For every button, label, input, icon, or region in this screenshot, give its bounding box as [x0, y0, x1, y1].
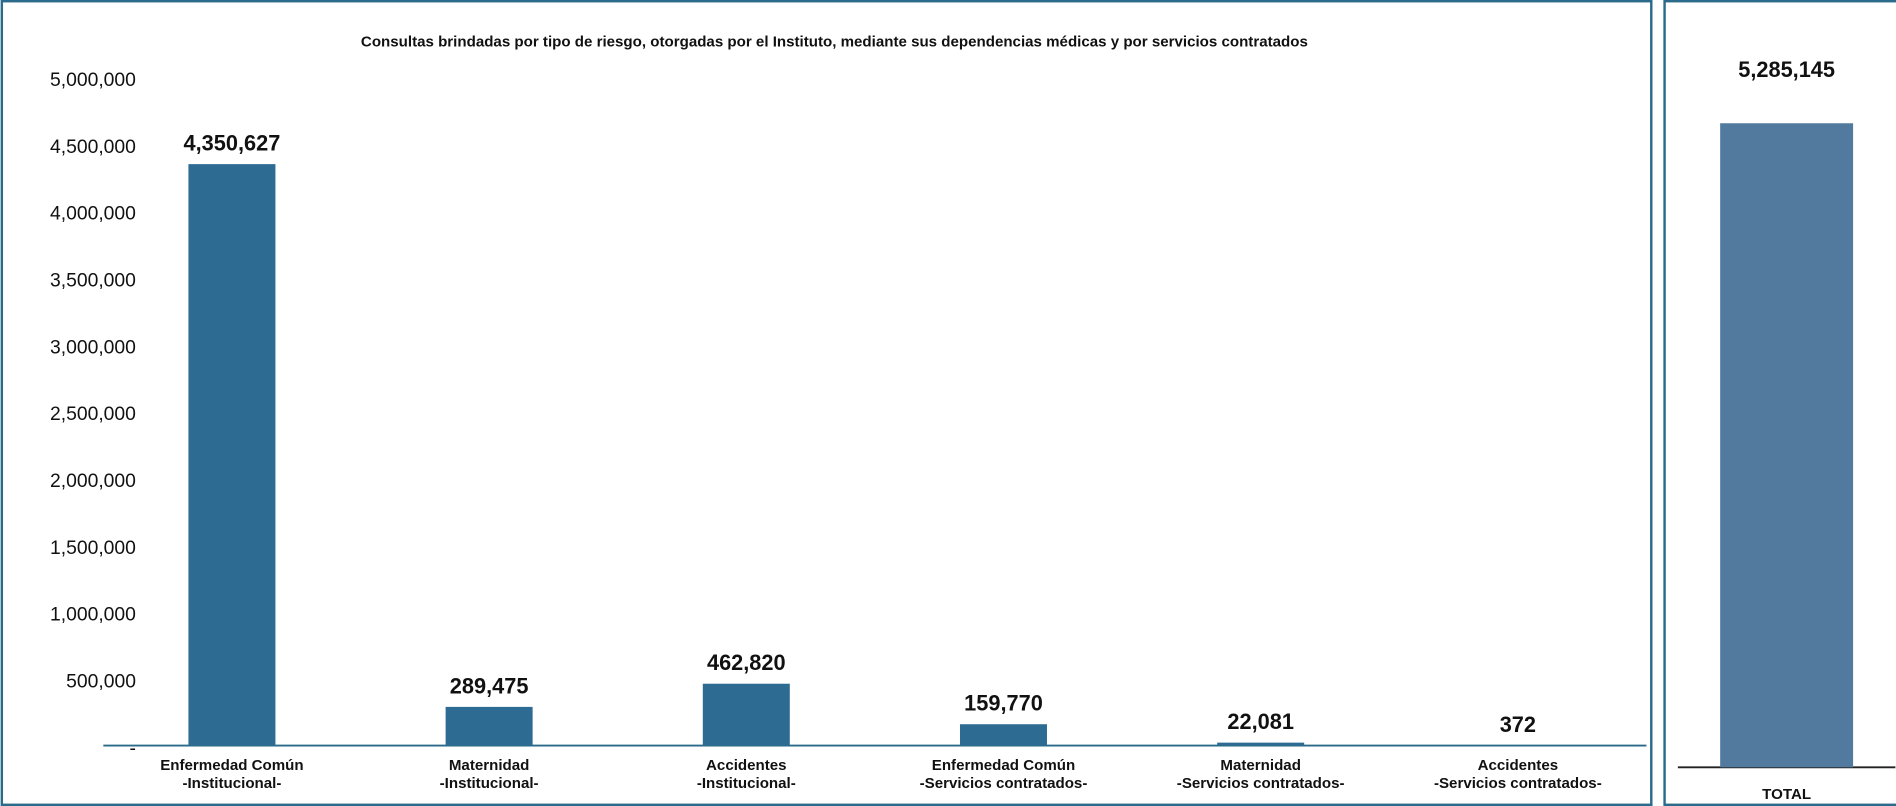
x-tick-label: -Servicios contratados-	[1434, 775, 1602, 792]
bar	[959, 724, 1047, 746]
y-tick-label: 4,000,000	[50, 204, 136, 225]
bar	[1720, 123, 1854, 768]
x-tick-label: Maternidad	[1220, 757, 1301, 774]
data-label: 289,475	[450, 673, 529, 698]
x-tick-label: -Institucional-	[697, 775, 796, 792]
chart-title: Consultas brindadas por tipo de riesgo, …	[361, 33, 1308, 50]
y-tick-label: 500,000	[66, 671, 136, 692]
bar	[1217, 742, 1305, 746]
y-tick-label: 5,000,000	[50, 70, 136, 91]
data-label: 462,820	[707, 650, 786, 675]
y-tick-label: 2,000,000	[50, 471, 136, 492]
x-tick-label: Accidentes	[706, 757, 787, 774]
y-tick-label: 4,500,000	[50, 137, 136, 158]
x-tick-label: -Servicios contratados-	[1177, 775, 1345, 792]
x-tick-label: -Institucional-	[182, 775, 281, 792]
y-tick-label: 1,500,000	[50, 538, 136, 559]
x-tick-label: TOTAL	[1762, 786, 1811, 803]
y-tick-label: -	[130, 738, 136, 759]
bar	[702, 683, 790, 746]
y-tick-label: 3,000,000	[50, 337, 136, 358]
x-tick-label: Maternidad	[449, 757, 530, 774]
data-label: 4,350,627	[184, 131, 281, 156]
y-tick-label: 1,000,000	[50, 605, 136, 626]
x-tick-label: Enfermedad Común	[932, 757, 1075, 774]
data-label: 159,770	[964, 691, 1043, 716]
bar	[188, 164, 276, 746]
chart-frame	[0, 0, 1653, 806]
data-label: 372	[1500, 712, 1536, 737]
x-tick-label: -Institucional-	[440, 775, 539, 792]
y-tick-label: 2,500,000	[50, 404, 136, 425]
x-tick-label: -Servicios contratados-	[920, 775, 1088, 792]
x-tick-label: Enfermedad Común	[160, 757, 303, 774]
x-tick-label: Accidentes	[1478, 757, 1559, 774]
data-label: 5,285,145	[1738, 57, 1835, 82]
data-label: 22,081	[1227, 709, 1294, 734]
total-frame	[1663, 0, 1896, 806]
bar	[445, 706, 533, 746]
y-tick-label: 3,500,000	[50, 271, 136, 292]
